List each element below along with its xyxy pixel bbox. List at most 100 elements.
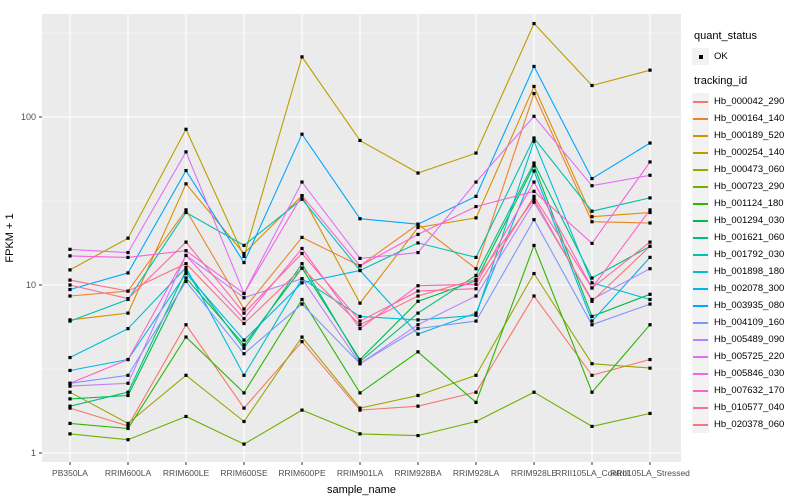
data-point [590,299,594,303]
data-point [358,362,362,366]
data-point [648,302,652,306]
x-tick-label: RRIM928LA [453,468,500,478]
data-point [474,151,478,155]
data-point [416,393,420,398]
data-point [126,271,130,275]
legend-label: Hb_001792_030 [714,249,785,260]
legend-item: Hb_001621_060 [692,229,800,246]
data-point [590,176,594,181]
data-point [242,251,246,256]
legend-label: Hb_005489_090 [714,334,785,345]
legend-label: Hb_001621_060 [714,232,785,243]
data-point [648,68,652,72]
legend-key [692,161,709,178]
data-point [68,254,72,258]
data-point [68,406,72,410]
legend-key [692,280,709,297]
legend-label-ok: OK [714,51,728,62]
legend-label: Hb_000473_060 [714,164,785,175]
data-point [242,338,246,342]
data-point [416,289,420,293]
data-point [590,184,594,188]
data-point [358,391,362,395]
data-point [126,327,130,331]
data-point [358,268,362,273]
data-point [532,21,536,26]
data-point [68,432,72,436]
line-swatch-icon [693,304,708,307]
legend-label: Hb_001294_030 [714,215,785,226]
legend-item: Hb_000473_060 [692,161,800,178]
data-point [648,141,652,145]
x-tick-label: RRIM901LA [337,468,384,478]
data-point [648,173,652,177]
data-point [126,438,130,442]
data-point [416,433,420,438]
data-point [474,419,478,424]
data-point [242,346,246,350]
legend-key [692,365,709,382]
data-point [648,210,652,215]
data-point [532,294,536,298]
data-point [126,236,130,240]
data-point [532,243,536,248]
legend-key [692,195,709,212]
data-point [474,277,478,281]
y-tick-label: 10 [26,280,36,290]
legend-key [692,314,709,331]
data-point [648,357,652,362]
x-axis-title: sample_name [327,484,396,496]
legend-item: Hb_001124_180 [692,195,800,212]
data-point [416,284,420,288]
legend-key [692,382,709,399]
data-point [532,271,536,276]
line-swatch-icon [693,355,708,358]
line-swatch-icon [693,287,708,290]
data-point [532,161,536,165]
data-point [184,335,188,339]
data-point [358,432,362,436]
data-point [358,323,362,327]
data-point [532,197,536,201]
data-point [532,169,536,173]
legend-key [692,263,709,280]
legend-item: Hb_005725_220 [692,348,800,365]
x-tick-label: RRIM600LA [105,468,152,478]
legend-item: Hb_000042_290 [692,93,800,110]
data-point [416,299,420,303]
data-point [242,254,246,258]
line-swatch-icon [693,338,708,341]
data-point [648,297,652,302]
data-point [648,244,652,248]
data-point [126,373,130,377]
legend-label: Hb_010577_040 [714,402,785,413]
data-point [242,311,246,315]
data-point [184,323,188,327]
data-point [474,373,478,377]
data-point [416,294,420,298]
data-point [416,404,420,408]
y-tick-label: 100 [21,112,36,122]
data-point [358,217,362,221]
data-point [300,335,304,339]
legend-item: Hb_000164_140 [692,110,800,127]
legend: quant_status OK tracking_id Hb_000042_29… [692,30,800,433]
x-tick-label: RRIM600LE [163,468,210,478]
legend-item: Hb_010577_040 [692,399,800,416]
data-point [68,278,72,282]
data-point [184,208,188,212]
legend-key [692,93,709,110]
legend-key [692,297,709,314]
data-point [300,340,304,344]
data-point [648,221,652,225]
data-point [532,189,536,193]
data-point [68,368,72,373]
line-swatch-icon [693,372,708,375]
legend-item: Hb_000189_520 [692,127,800,144]
legend-key [692,144,709,161]
data-point [590,281,594,285]
data-point [416,241,420,245]
data-point [300,408,304,412]
data-point [532,390,536,394]
